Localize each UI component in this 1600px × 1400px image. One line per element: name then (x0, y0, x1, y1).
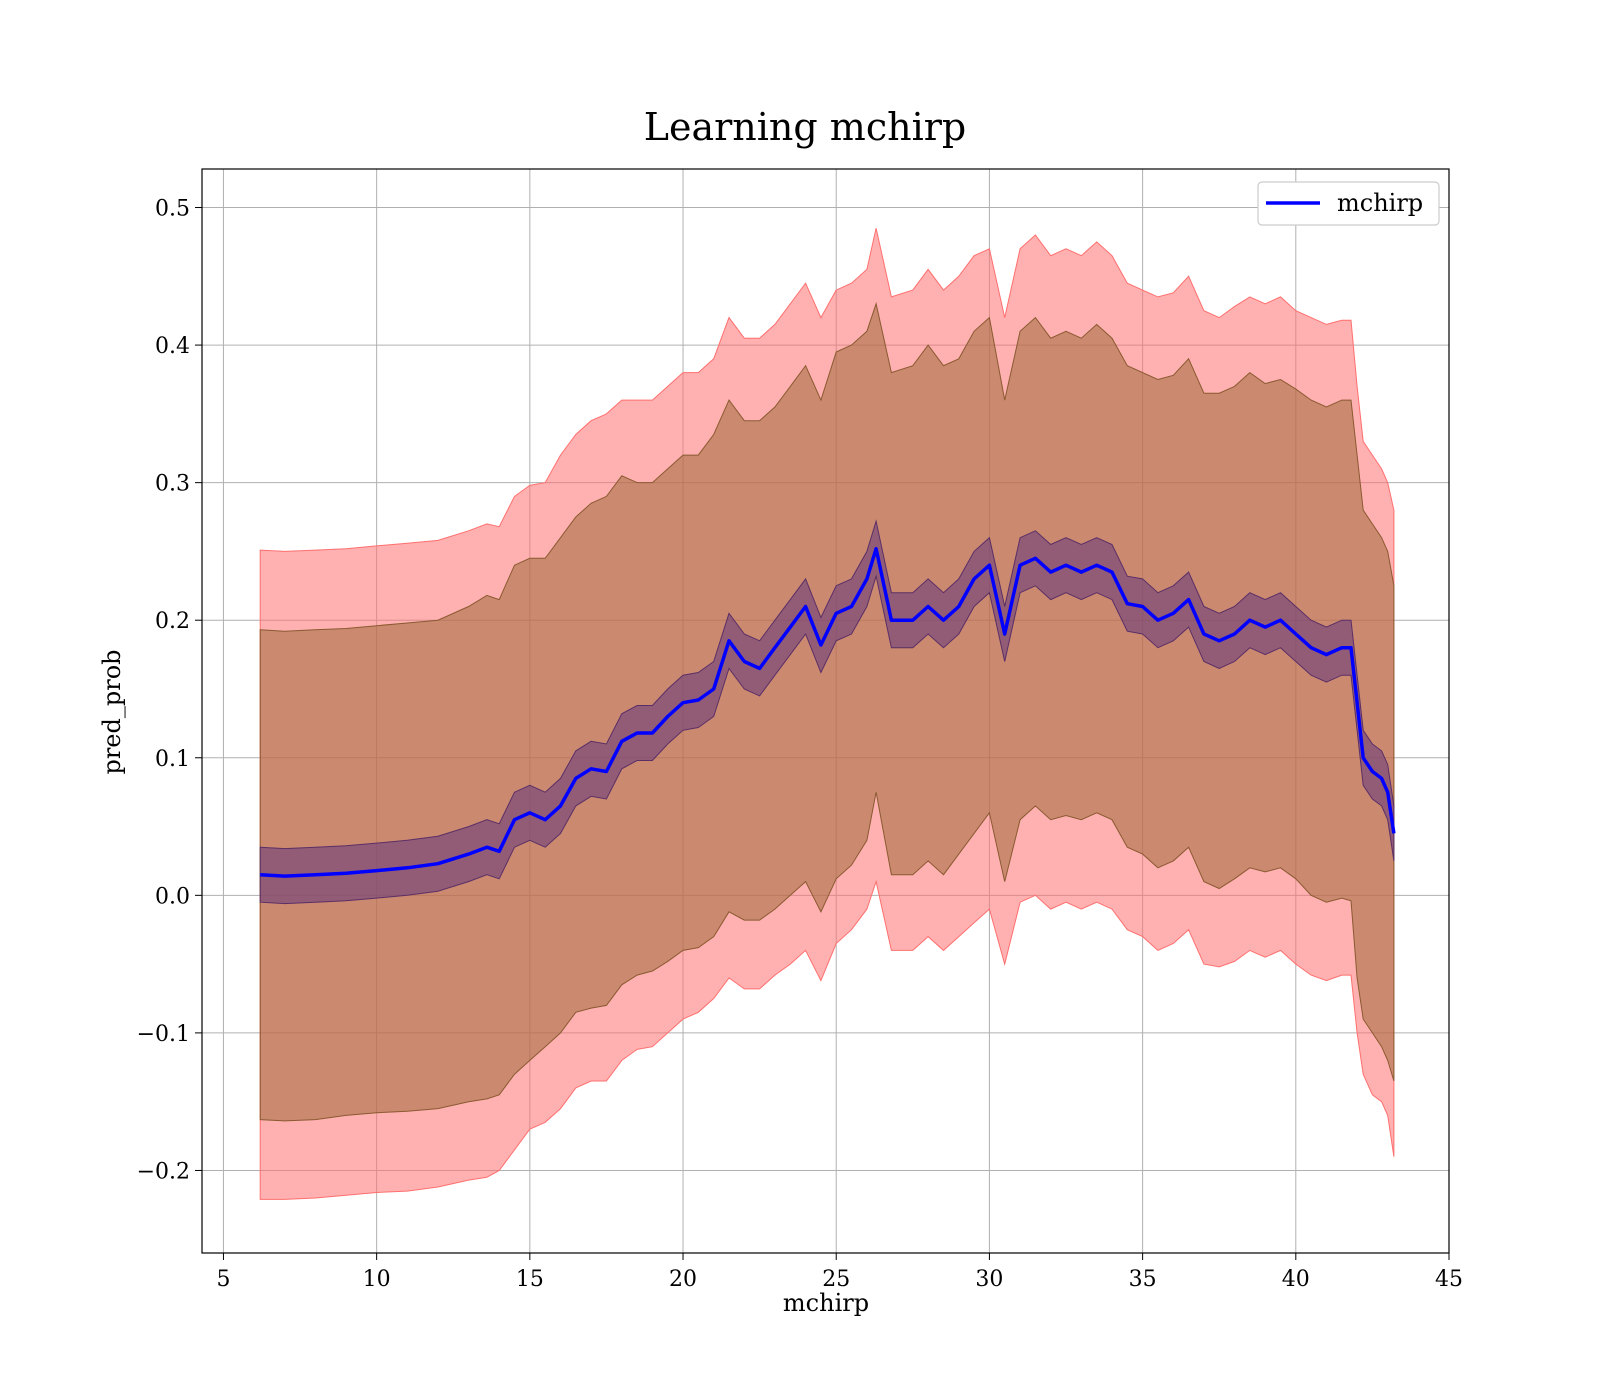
y-tick-label: 0.4 (155, 334, 190, 359)
x-tick-label: 10 (363, 1267, 391, 1292)
y-tick-label: 0.2 (155, 609, 190, 634)
y-tick-label: −0.2 (137, 1159, 190, 1184)
y-tick-label: 0.5 (155, 197, 190, 222)
series-lines (260, 546, 1396, 878)
y-ticks: −0.2 −0.1 0.0 0.1 0.2 0.3 0.4 0.5 (137, 197, 202, 1184)
uncertainty-bands (259, 228, 1395, 1200)
y-tick-label: 0.3 (155, 472, 190, 497)
y-axis-label: pred_prob (98, 649, 126, 774)
legend-box (1257, 181, 1440, 226)
legend-label: mchirp (1337, 189, 1423, 217)
middle-band (259, 301, 1395, 1122)
inner-band (259, 519, 1395, 905)
x-tick-label: 40 (1282, 1267, 1310, 1292)
x-ticks: 5 10 15 20 25 30 35 40 45 (216, 1253, 1463, 1292)
x-tick-label: 20 (669, 1267, 697, 1292)
chart-title: Learning mchirp (644, 105, 966, 149)
y-tick-label: −0.1 (137, 1022, 190, 1047)
plot-frame (201, 168, 1450, 1254)
x-tick-label: 45 (1435, 1267, 1463, 1292)
series-line-mchirp (260, 546, 1396, 878)
y-tick-label: 0.0 (155, 884, 190, 909)
x-tick-label: 25 (822, 1267, 850, 1292)
legend: mchirp (1257, 181, 1440, 226)
x-tick-label: 35 (1129, 1267, 1157, 1292)
y-tick-label: 0.1 (155, 747, 190, 772)
x-tick-label: 5 (216, 1267, 230, 1292)
x-axis-label: mchirp (783, 1289, 869, 1317)
x-tick-label: 30 (975, 1267, 1003, 1292)
x-tick-label: 15 (516, 1267, 544, 1292)
